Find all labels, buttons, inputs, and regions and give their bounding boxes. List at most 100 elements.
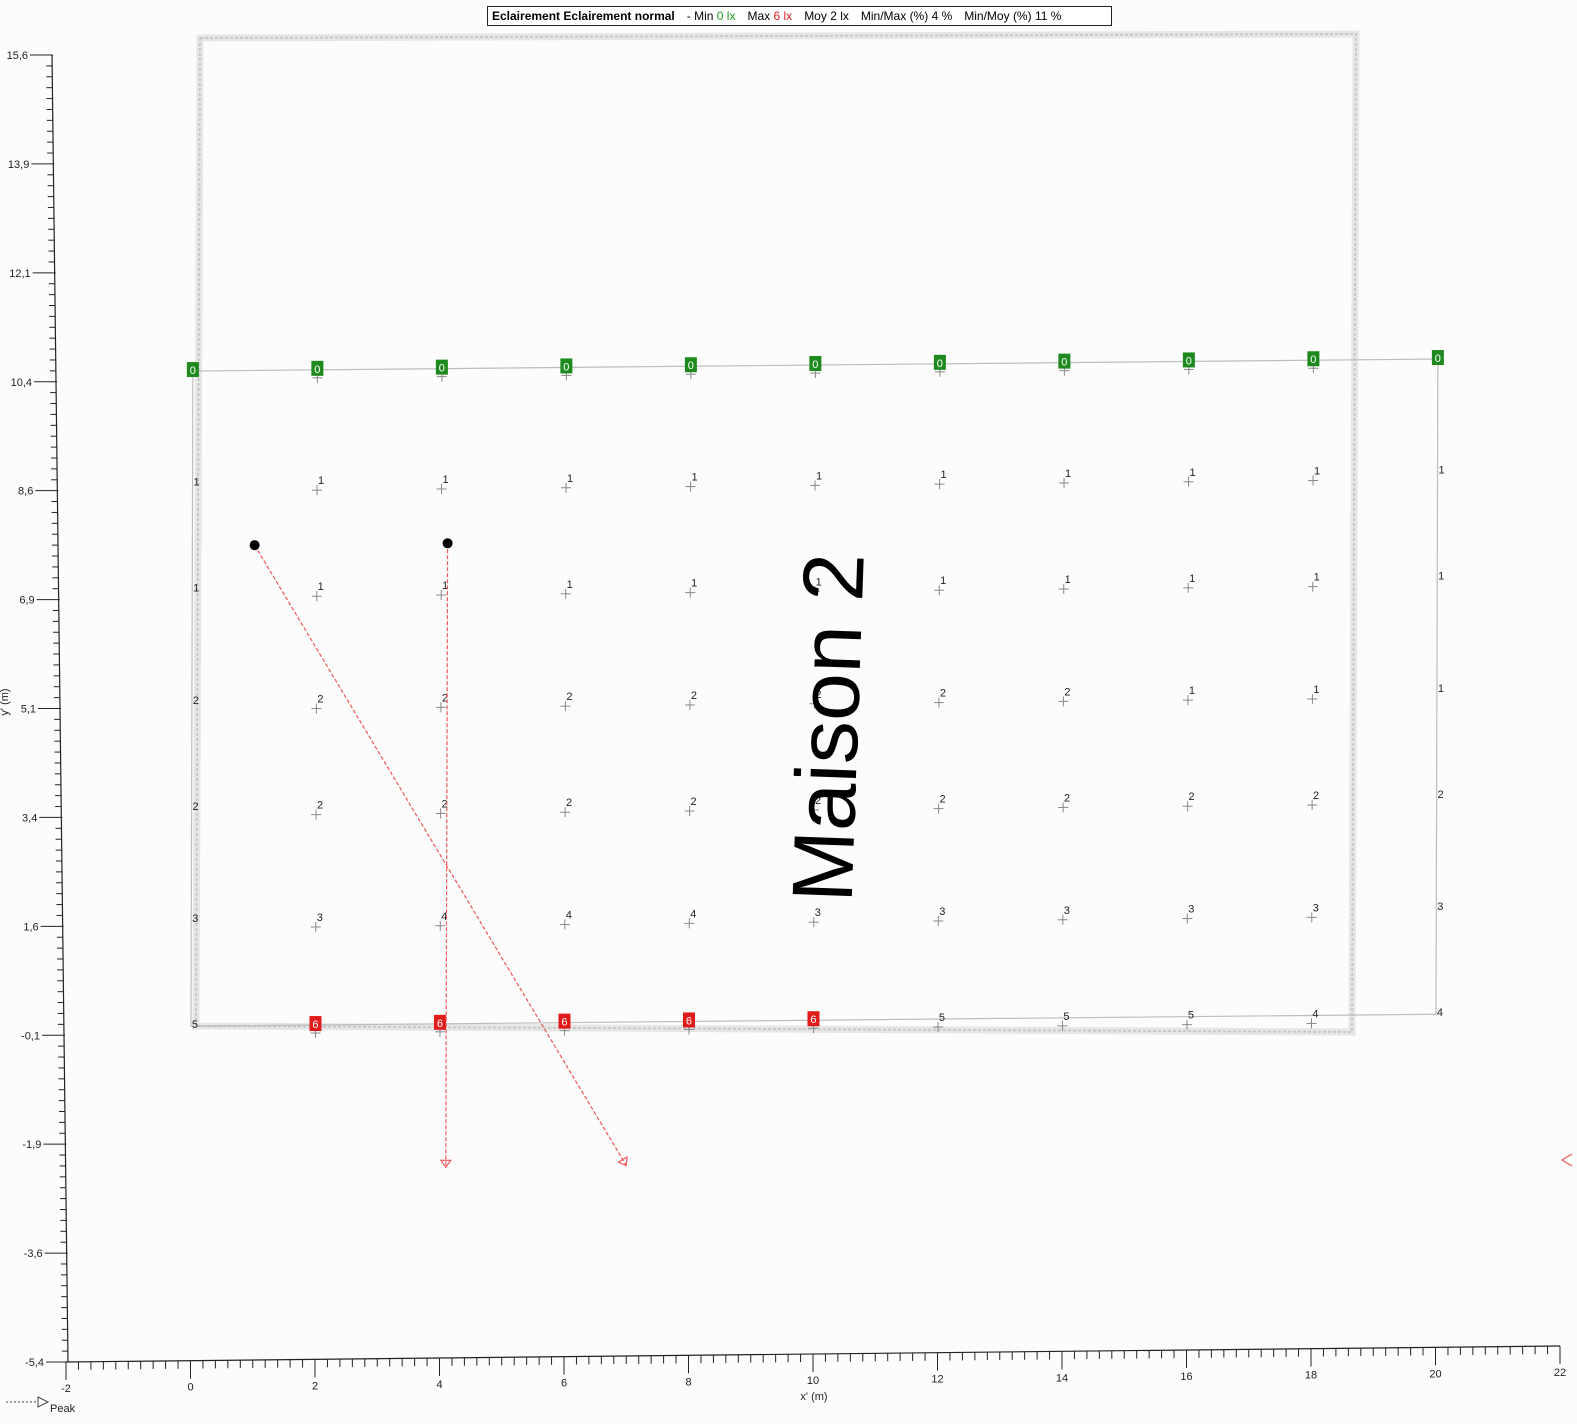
x-tick-label: 8 <box>685 1376 691 1388</box>
grid-value-label: 3 <box>815 907 821 919</box>
min-value-badge <box>684 357 697 373</box>
y-axis-label: y' (m) <box>0 688 11 715</box>
grid-value-label: 2 <box>1189 791 1195 803</box>
grid-value-label: 0 <box>1435 353 1441 365</box>
grid-value-label: 5 <box>939 1012 945 1024</box>
y-tick-label: 12,1 <box>9 268 30 280</box>
peak-arrow-head <box>37 1396 50 1408</box>
grid-value-label: 1 <box>940 575 946 587</box>
grid-value-label: 2 <box>442 692 448 704</box>
legend-max-value: 6 lx <box>773 9 793 23</box>
grid-value-label: 2 <box>317 694 323 706</box>
legend-min-value: 0 lx <box>716 9 736 23</box>
results-legend: Eclairement Eclairement normal - Min 0 l… <box>487 6 1112 26</box>
grid-value-label: 2 <box>1064 792 1070 804</box>
legend-dash: - <box>686 9 691 23</box>
y-tick-label: 8,6 <box>18 486 33 498</box>
grid-value-label: 1 <box>442 580 448 592</box>
grid-value-label: 1 <box>1189 573 1195 585</box>
grid-value-label: 1 <box>1438 683 1444 695</box>
min-value-badge <box>435 359 448 375</box>
grid-value-label: 1 <box>1314 572 1320 584</box>
grid-value-label: 6 <box>561 1017 567 1029</box>
grid-value-label: 3 <box>1064 905 1070 917</box>
room-label: Maison 2 <box>775 552 883 904</box>
min-value-badge <box>1431 350 1444 366</box>
y-tick-label: 3,4 <box>22 812 37 824</box>
min-value-badge <box>809 356 822 372</box>
grid-value-label: 4 <box>566 910 572 922</box>
grid-value-label: 3 <box>192 913 198 925</box>
y-tick-label: -1,9 <box>22 1139 41 1151</box>
grid-value-label: 3 <box>317 912 323 924</box>
luminaire-layer <box>249 538 1573 1169</box>
grid-value-label: 6 <box>312 1019 318 1031</box>
grid-value-label: 3 <box>1188 904 1194 916</box>
x-tick-label: 4 <box>436 1379 442 1391</box>
grid-value-label: 1 <box>318 475 324 487</box>
grid-value-label: 0 <box>563 361 569 373</box>
grid-value-label: 1 <box>816 576 822 588</box>
legend-calc-name: Eclairement normal <box>563 9 675 23</box>
grid-value-label: 1 <box>193 476 199 488</box>
grid-value-label: 0 <box>314 364 320 376</box>
max-value-badge <box>682 1012 695 1028</box>
y-tick-label: -0,1 <box>21 1030 40 1042</box>
x-axis-label: x' (m) <box>800 1391 827 1403</box>
x-tick-label: 0 <box>187 1382 193 1394</box>
grid-value-label: 2 <box>940 794 946 806</box>
legend-minavg-value: 11 % <box>1034 9 1062 23</box>
grid-value-label: 1 <box>318 581 324 593</box>
grid-value-label: 1 <box>691 472 697 484</box>
legend-minmax-label: Min/Max (%) <box>860 9 929 23</box>
grid-value-label: 2 <box>442 798 448 810</box>
min-value-badge <box>560 358 573 374</box>
grid-value-label: 2 <box>193 695 199 707</box>
luminaire-aim-line <box>254 544 627 1166</box>
offscreen-aim-arrow <box>1560 1153 1573 1167</box>
x-tick-label: -2 <box>61 1383 71 1395</box>
grid-value-label: 2 <box>1064 686 1070 698</box>
legend-avg-label: Moy <box>804 9 827 23</box>
grid-value-label: 1 <box>940 469 946 481</box>
grid-value-label: 2 <box>566 797 572 809</box>
grid-value-label: 1 <box>1313 684 1319 696</box>
grid-value-label: 2 <box>691 690 697 702</box>
x-tick-label: 22 <box>1554 1367 1566 1379</box>
x-tick-label: 12 <box>931 1374 943 1386</box>
grid-value-label: 1 <box>1189 467 1195 479</box>
aim-arrow-head <box>617 1155 628 1167</box>
y-tick-label: 5,1 <box>21 704 36 716</box>
grid-value-label: 1 <box>567 579 573 591</box>
max-value-badge <box>433 1014 446 1030</box>
axes-layer: 15,6 13,9 12,1 10,4 8,6 6,9 5,1 3,4 1,6 -0,1 -1,9 -… <box>6 50 1566 1408</box>
x-tick-label: 18 <box>1305 1370 1317 1382</box>
grid-value-label: 1 <box>442 474 448 486</box>
grid-value-label: 2 <box>193 801 199 813</box>
legend-max-label: Max <box>747 9 771 23</box>
grid-value-label: 2 <box>940 688 946 700</box>
legend-minmax-value: 4 % <box>931 9 953 23</box>
building-layer <box>192 30 1360 1036</box>
grid-value-label: 0 <box>1310 354 1316 366</box>
grid-value-label: 2 <box>566 691 572 703</box>
grid-value-label: 3 <box>939 906 945 918</box>
grid-value-label: 1 <box>1065 574 1071 586</box>
grid-value-label: 3 <box>1437 901 1443 913</box>
y-tick-label: 10,4 <box>11 377 32 389</box>
grid-value-label: 2 <box>1438 789 1444 801</box>
grid-value-label: 0 <box>812 359 818 371</box>
grid-value-label: 1 <box>1438 570 1444 582</box>
grid-value-label: 5 <box>192 1019 198 1031</box>
building-outline <box>194 32 1358 1034</box>
min-value-badge <box>1182 352 1195 368</box>
grid-value-label: 1 <box>567 473 573 485</box>
x-tick-label: 6 <box>561 1378 567 1390</box>
grid-value-label: 0 <box>1061 357 1067 369</box>
legend-calc-label: Eclairement <box>492 9 561 23</box>
grid-value-label: 1 <box>1438 464 1444 476</box>
x-tick-label: 20 <box>1429 1368 1441 1380</box>
min-value-badge <box>186 362 199 378</box>
grid-value-label: 2 <box>815 795 821 807</box>
